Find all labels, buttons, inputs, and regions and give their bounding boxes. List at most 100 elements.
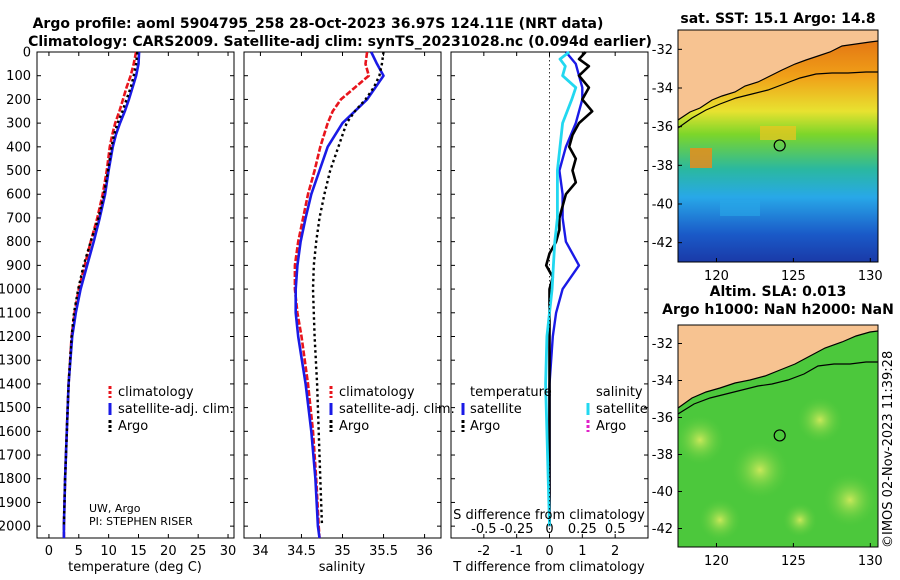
map-y-tick-label: -42 xyxy=(652,522,673,537)
x-tick-label: 5 xyxy=(75,544,83,559)
x-tick-label: 35.5 xyxy=(369,544,398,559)
depth-tick-label: 1500 xyxy=(0,401,31,416)
depth-tick-label: 900 xyxy=(6,259,31,274)
difference-xlabel: T difference from climatology xyxy=(452,560,645,575)
legend-t-argo: Argo xyxy=(470,419,500,434)
legend-s-climatology: climatology xyxy=(339,385,415,400)
salinity-series xyxy=(293,51,385,539)
difference-legend: temperature salinity satellite Argo sate… xyxy=(461,385,648,434)
map-y-tick-label: -34 xyxy=(652,82,673,97)
temperature-series xyxy=(62,51,141,538)
depth-tick-label: 1900 xyxy=(0,496,31,511)
header-line1: Argo profile: aoml 5904795_258 28-Oct-20… xyxy=(33,16,604,32)
depth-tick-label: 400 xyxy=(6,140,31,155)
map-y-tick-label: -32 xyxy=(652,337,673,352)
depth-axis: 0 100 200 300 400 500 600 700 800 900 1000 1100 1200… xyxy=(0,46,648,535)
depth-tick-label: 200 xyxy=(6,93,31,108)
difference-series xyxy=(544,50,594,527)
map-y-tick-label: -40 xyxy=(652,198,673,213)
map-y-tick-label: -38 xyxy=(652,159,673,174)
temp-line-climatology xyxy=(62,51,138,538)
temperature-x-axis: 0 5 10 15 20 25 30 xyxy=(45,52,237,559)
depth-tick-label: 2000 xyxy=(0,520,31,535)
x-tick-label: 34 xyxy=(252,544,269,559)
map-y-tick-label: -38 xyxy=(652,448,673,463)
salinity-legend: climatology satellite-adj. clim. Argo xyxy=(329,385,455,434)
map-x-tick-label: 130 xyxy=(858,269,883,284)
legend-satellite: satellite-adj. clim. xyxy=(118,402,234,417)
sst-map xyxy=(678,30,878,262)
map-bottom-axes: 120 125 130 -32 -34 -36 -38 -40 -42 xyxy=(652,337,883,569)
argo-location-marker-bottom xyxy=(773,429,786,442)
difference-s-xlabel: S difference from climatology xyxy=(453,508,645,523)
depth-tick-label: 1000 xyxy=(0,283,31,298)
temp-line-satellite-adj-clim- xyxy=(62,51,141,538)
x-tick-label: 35 xyxy=(334,544,351,559)
map-y-tick-label: -36 xyxy=(652,120,673,135)
x-tick-label: -1 xyxy=(510,544,523,559)
depth-tick-label: 1600 xyxy=(0,425,31,440)
depth-tick-label: 1800 xyxy=(0,472,31,487)
depth-tick-label: 1400 xyxy=(0,377,31,392)
legend-t-title: temperature xyxy=(470,385,552,400)
s-tick-label: 0.25 xyxy=(568,522,597,537)
legend-s-sat: satellite xyxy=(596,402,648,417)
depth-tick-label: 1300 xyxy=(0,354,31,369)
argo-location-marker-top xyxy=(773,139,786,152)
temperature-xlabel: temperature (deg C) xyxy=(68,560,202,575)
temperature-legend: climatology satellite-adj. clim. Argo xyxy=(108,385,234,434)
s-tick-label: -0.5 xyxy=(471,522,496,537)
diff-line-t-satellite xyxy=(548,51,584,527)
imos-timestamp: ©IMOS 02-Nov-2023 11:39:28 xyxy=(881,351,896,548)
legend-s-title: salinity xyxy=(596,385,643,400)
annotation-institution: UW, Argo xyxy=(89,502,141,515)
map-bottom-title2: Argo h1000: NaN h2000: NaN xyxy=(662,302,894,318)
salinity-xlabel: salinity xyxy=(319,560,366,575)
map-top-title: sat. SST: 15.1 Argo: 14.8 xyxy=(680,11,875,27)
depth-tick-label: 100 xyxy=(6,69,31,84)
depth-tick-label: 300 xyxy=(6,117,31,132)
map-x-tick-label: 130 xyxy=(858,554,883,569)
depth-tick-label: 600 xyxy=(6,188,31,203)
x-tick-label: 30 xyxy=(220,544,237,559)
depth-tick-label: 1200 xyxy=(0,330,31,345)
sal-line-argo xyxy=(311,51,385,527)
land-bottom xyxy=(678,325,878,408)
map-bottom-frame xyxy=(677,324,879,548)
map-y-tick-label: -42 xyxy=(652,236,673,251)
x-tick-label: 34.5 xyxy=(287,544,316,559)
sla-map xyxy=(678,325,878,547)
map-top-axes: 120 125 130 -32 -34 -36 -38 -40 -42 xyxy=(652,43,883,284)
map-x-tick-label: 120 xyxy=(704,269,729,284)
depth-tick-label: 800 xyxy=(6,235,31,250)
x-tick-label: 15 xyxy=(130,544,147,559)
legend-climatology: climatology xyxy=(118,385,194,400)
x-tick-label: 10 xyxy=(100,544,117,559)
x-tick-label: 0 xyxy=(45,544,53,559)
map-y-tick-label: -32 xyxy=(652,43,673,58)
legend-argo: Argo xyxy=(118,419,148,434)
map-x-tick-label: 120 xyxy=(704,554,729,569)
depth-tick-label: 0 xyxy=(23,46,31,61)
diff-line-s-satellite xyxy=(544,50,578,527)
depth-tick-label: 1700 xyxy=(0,449,31,464)
x-tick-label: 0 xyxy=(545,544,553,559)
s-tick-label: 0.5 xyxy=(605,522,626,537)
temp-line-argo xyxy=(62,51,139,527)
depth-tick-label: 700 xyxy=(6,211,31,226)
legend-t-satellite: satellite xyxy=(470,402,522,417)
header-line2: Climatology: CARS2009. Satellite-adj cli… xyxy=(28,34,652,50)
s-tick-label: -0.25 xyxy=(500,522,534,537)
map-y-tick-label: -36 xyxy=(652,411,673,426)
annotation-pi: PI: STEPHEN RISER xyxy=(89,515,193,528)
sal-line-climatology xyxy=(293,51,371,539)
map-top-frame xyxy=(677,29,879,263)
sal-line-satellite-adj-clim- xyxy=(294,51,385,539)
legend-s-argo: Argo xyxy=(339,419,369,434)
salinity-x-axis: 34 34.5 35 35.5 36 xyxy=(252,52,433,559)
x-tick-label: 1 xyxy=(578,544,586,559)
difference-x-axis: -2 -1 0 1 2 xyxy=(477,52,619,559)
depth-tick-label: 500 xyxy=(6,164,31,179)
depth-tick-label: 1100 xyxy=(0,306,31,321)
